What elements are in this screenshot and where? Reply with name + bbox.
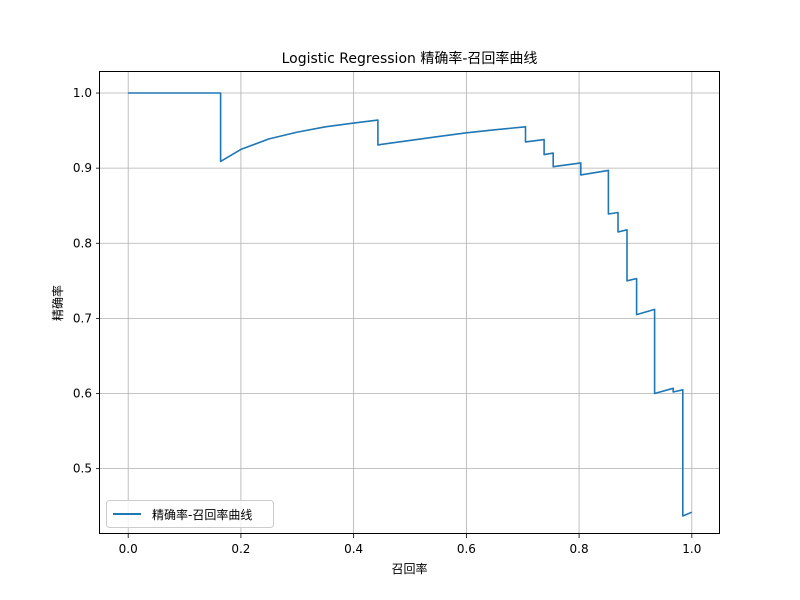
y-tick-label: 0.5 (73, 462, 92, 476)
y-tick-label: 0.6 (73, 387, 92, 401)
x-tick-label: 0.6 (457, 542, 476, 556)
grid (100, 72, 720, 534)
x-axis-label: 召回率 (391, 561, 427, 576)
series-layer (128, 92, 693, 517)
y-tick-label: 0.7 (73, 311, 92, 325)
series-line (128, 92, 693, 517)
x-tick-label: 0.4 (344, 542, 363, 556)
y-tick-label: 0.8 (73, 236, 92, 250)
y-tick-label: 1.0 (73, 86, 92, 100)
y-axis-label: 精确率 (50, 285, 65, 321)
legend-box (106, 500, 274, 528)
x-tick-label: 0.2 (231, 542, 250, 556)
chart-title: Logistic Regression 精确率-召回率曲线 (282, 50, 538, 67)
legend-entry: 精确率-召回率曲线 (152, 507, 252, 522)
plot-frame (99, 71, 720, 534)
x-tick-label: 0.8 (570, 542, 589, 556)
x-ticks: 0.0 0.2 0.4 0.6 0.8 1.0 (119, 534, 701, 556)
x-tick-label: 0.0 (119, 542, 138, 556)
y-ticks: 0.5 0.6 0.7 0.8 0.9 1.0 (73, 86, 100, 476)
y-tick-label: 0.9 (73, 161, 92, 175)
x-tick-label: 1.0 (682, 542, 701, 556)
legend: 精确率-召回率曲线 (106, 500, 274, 528)
